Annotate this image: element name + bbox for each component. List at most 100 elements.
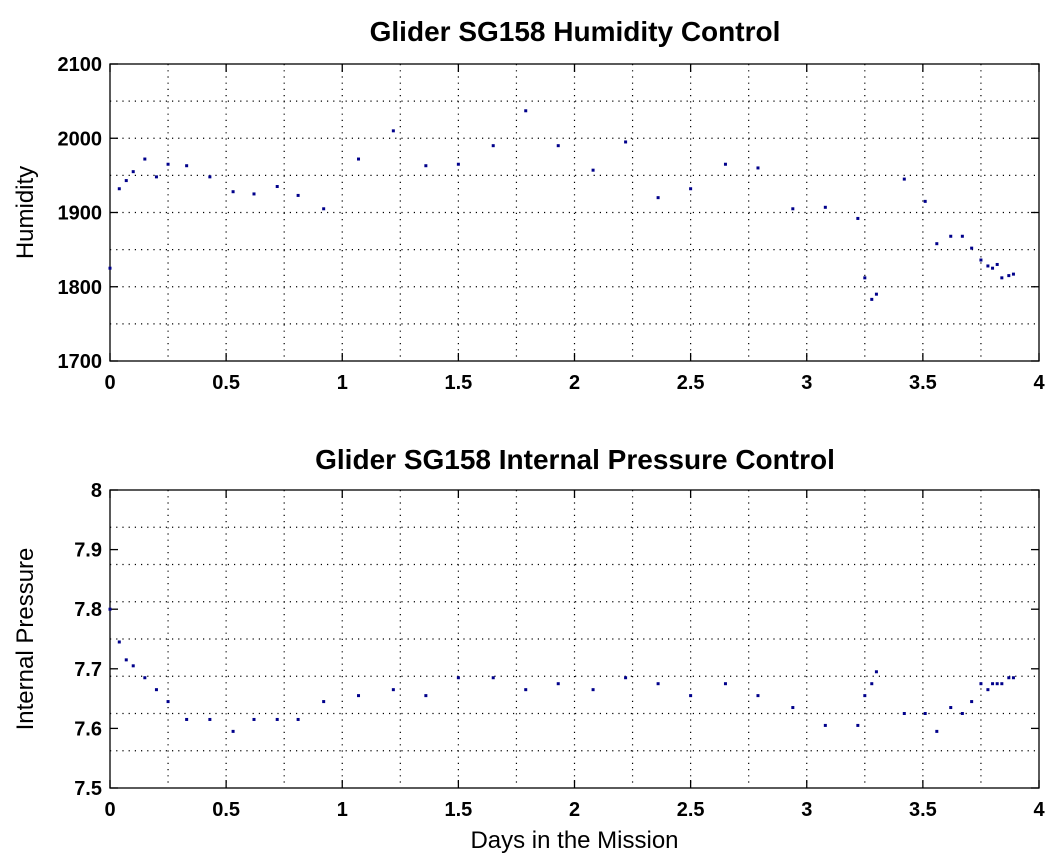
humidity-data-point [979,258,983,262]
humidity-data-point [986,264,990,268]
humidity-data-point [823,205,827,209]
humidity-data-point [1011,272,1015,276]
humidity-data-point [935,242,939,246]
humidity-x-tick-label: 1.5 [444,372,472,394]
humidity-x-tick-label: 0.5 [212,372,240,394]
humidity-y-tick-label: 1900 [58,203,103,225]
pressure-data-point [131,664,135,668]
pressure-x-tick-label: 3.5 [909,799,937,821]
humidity-data-point [995,262,999,266]
humidity-data-point [131,170,135,174]
pressure-data-point [322,700,326,704]
pressure-x-tick-label: 0.5 [212,799,240,821]
pressure-data-point [456,676,460,680]
humidity-data-point [960,234,964,238]
pressure-data-point [231,729,235,733]
humidity-data-point [689,187,693,191]
humidity-chart-title: Glider SG158 Humidity Control [370,16,781,47]
pressure-data-point [870,682,874,686]
pressure-data-point [970,700,974,704]
pressure-data-point [154,688,158,692]
humidity-data-point [970,246,974,250]
pressure-x-tick-label: 4 [1033,799,1045,821]
pressure-data-point [524,688,528,692]
humidity-x-tick-label: 3 [801,372,812,394]
pressure-data-point [391,688,395,692]
humidity-x-tick-label: 1 [337,372,348,394]
pressure-data-point [995,682,999,686]
pressure-x-tick-labels: 0 0.5 1 1.5 2 2.5 3 3.5 4 [104,799,1045,821]
humidity-data-point [143,157,147,161]
pressure-ticks [109,489,1040,789]
humidity-data-point [791,207,795,211]
pressure-data-point [823,723,827,727]
pressure-data-point [923,712,927,715]
pressure-data-point [791,706,795,710]
humidity-data-point [391,129,395,133]
pressure-data-point [935,729,939,733]
humidity-data-point [591,168,595,172]
humidity-data-point [949,234,953,238]
humidity-data-point [456,162,460,166]
pressure-data-point [275,717,279,721]
pressure-data-point [108,607,112,611]
pressure-data-point [357,694,361,698]
humidity-data-point [524,109,528,113]
pressure-y-axis-label: Internal Pressure [12,548,39,731]
pressure-data-point [723,682,727,686]
humidity-data-point [856,216,860,220]
pressure-data-point [143,676,147,680]
pressure-chart-title: Glider SG158 Internal Pressure Control [315,444,835,475]
humidity-ticks [109,63,1040,362]
humidity-data-point [1007,274,1011,278]
humidity-data-point [723,162,727,166]
pressure-data-point [208,717,212,721]
pressure-y-tick-labels: 7.5 7.6 7.7 7.8 7.9 8 [74,480,102,800]
pressure-x-tick-label: 2 [569,799,580,821]
humidity-y-axis-label: Humidity [12,166,39,259]
humidity-x-tick-label: 0 [104,372,115,394]
humidity-chart: Glider SG158 Humidity Control 0 0.5 1 1.5 2 2… [12,16,1045,394]
pressure-x-tick-label: 1.5 [444,799,472,821]
pressure-data-point [756,694,760,698]
humidity-data-point [231,190,235,194]
humidity-x-tick-label: 2 [569,372,580,394]
pressure-grid [110,490,1039,788]
humidity-data-point [1000,276,1004,280]
pressure-points [108,607,1015,733]
pressure-y-tick-label: 7.8 [74,599,102,621]
humidity-data-point [185,164,189,168]
humidity-data-point [296,193,300,197]
pressure-x-tick-label: 3 [801,799,812,821]
pressure-data-point [424,694,428,698]
pressure-data-point [591,688,595,692]
humidity-data-point [491,144,495,148]
pressure-data-point [863,694,867,698]
humidity-y-tick-label: 2100 [58,54,103,76]
humidity-data-point [874,292,878,296]
humidity-x-tick-labels: 0 0.5 1 1.5 2 2.5 3 3.5 4 [104,372,1045,394]
humidity-data-point [656,196,660,200]
pressure-data-point [902,712,906,715]
humidity-data-point [991,266,995,270]
pressure-x-tick-label: 1 [337,799,348,821]
pressure-y-tick-label: 7.6 [74,718,102,740]
pressure-data-point [1011,676,1015,680]
humidity-data-point [117,187,121,191]
humidity-data-point [154,175,158,179]
pressure-data-point [556,682,560,686]
pressure-data-point [856,723,860,727]
pressure-x-axis-label: Days in the Mission [470,827,678,854]
humidity-y-tick-label: 2000 [58,128,103,150]
humidity-data-point [357,157,361,161]
pressure-data-point [491,676,495,680]
humidity-y-tick-labels: 1700 1800 1900 2000 2100 [58,54,103,373]
pressure-data-point [689,694,693,698]
pressure-y-tick-label: 7.7 [74,659,102,681]
pressure-data-point [124,658,128,662]
humidity-data-point [424,164,428,168]
humidity-x-tick-label: 4 [1033,372,1045,394]
